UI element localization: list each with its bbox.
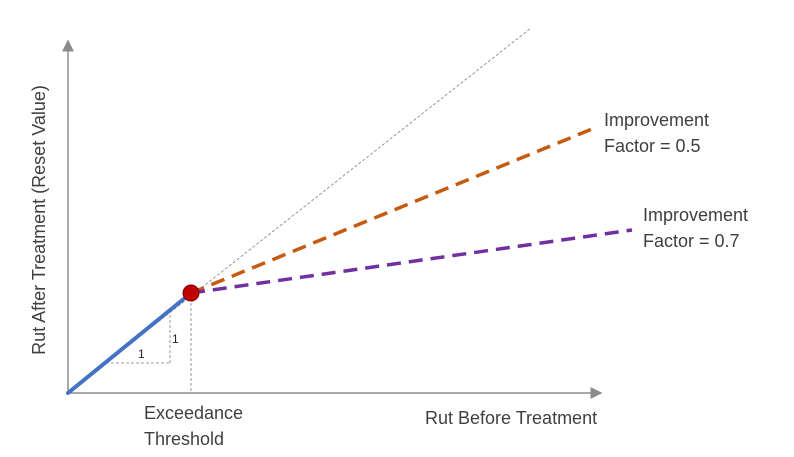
factor-05-line	[190, 125, 598, 295]
factor-07-line	[190, 228, 633, 295]
factor-07-label-line1: Improvement	[643, 205, 748, 225]
factor-05-label-line1: Improvement	[604, 110, 709, 130]
factor-05-label-line2: Factor = 0.5	[604, 136, 701, 156]
y-axis-label: Rut After Treatment (Reset Value)	[29, 85, 49, 355]
one-to-one-reference-line	[67, 27, 532, 394]
slope-rise-label: 1	[172, 332, 179, 346]
threshold-point	[182, 284, 200, 302]
threshold-label-line2: Threshold	[144, 429, 224, 449]
baseline-segment	[66, 291, 193, 395]
slope-run-label: 1	[138, 347, 145, 361]
factor-07-label-line2: Factor = 0.7	[643, 231, 740, 251]
x-axis-label: Rut Before Treatment	[425, 408, 597, 428]
threshold-label-line1: Exceedance	[144, 403, 243, 423]
